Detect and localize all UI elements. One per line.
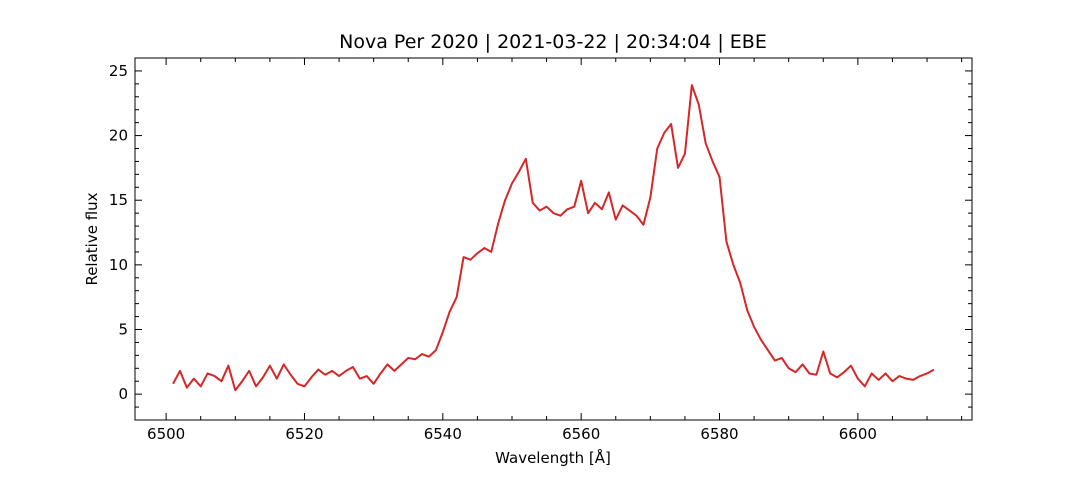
x-tick-label: 6580 xyxy=(700,425,738,443)
series-layer xyxy=(172,84,935,392)
y-tick-label: 20 xyxy=(109,127,128,145)
chart-title: Nova Per 2020 | 2021-03-22 | 20:34:04 | … xyxy=(339,31,767,53)
y-tick-label: 10 xyxy=(109,256,128,274)
x-tick-label: 6500 xyxy=(147,425,185,443)
plot-frame xyxy=(134,57,973,421)
spectrum-line xyxy=(172,84,935,392)
x-tick-label: 6520 xyxy=(285,425,323,443)
axes-layer: 6500 6520 6540 6560 6580 6600 0 5 10 15 20 25 xyxy=(109,58,972,443)
y-axis-title: Relative flux xyxy=(83,192,101,285)
y-tick-label: 0 xyxy=(118,385,128,403)
y-tick-label: 5 xyxy=(118,321,128,339)
x-tick-label: 6600 xyxy=(839,425,877,443)
y-tick-label: 15 xyxy=(109,191,128,209)
x-tick-label: 6560 xyxy=(562,425,600,443)
x-tick-label: 6540 xyxy=(424,425,462,443)
y-tick-label: 25 xyxy=(109,62,128,80)
x-axis-title: Wavelength [Å] xyxy=(495,448,611,467)
